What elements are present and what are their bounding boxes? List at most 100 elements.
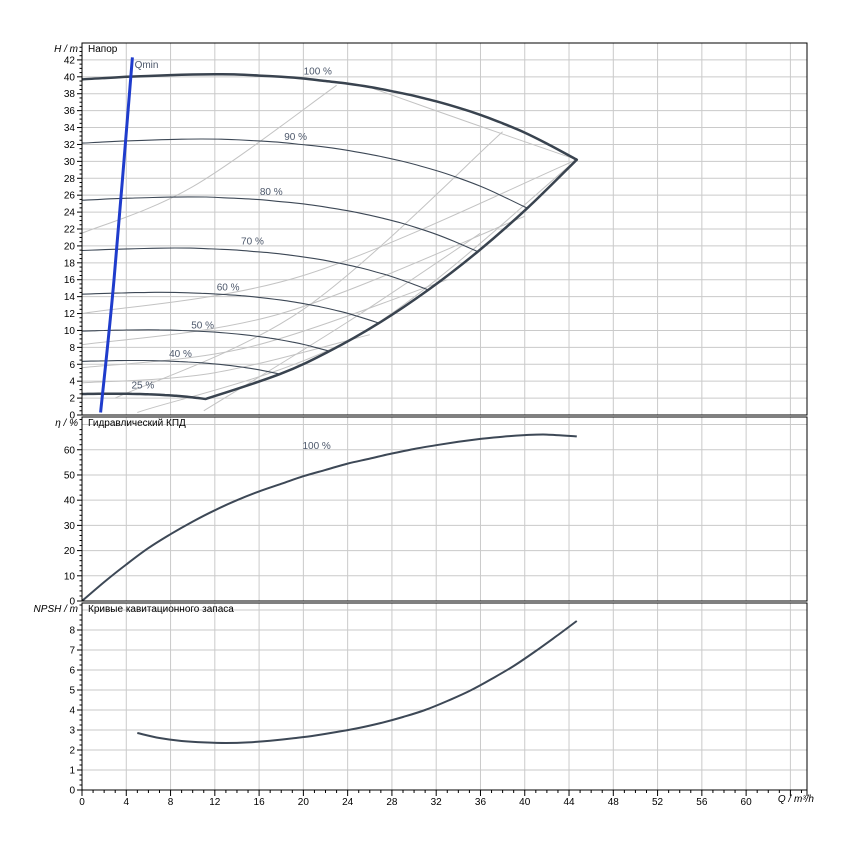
iso-efficiency-lines: [82, 84, 578, 413]
iso-efficiency-line: [82, 84, 337, 234]
head-y-tick-label: 38: [64, 89, 76, 100]
npsh-curve: [137, 620, 578, 745]
efficiency-axis-unit-label: η / %: [55, 418, 78, 429]
head-y-tick-label: 36: [64, 106, 76, 117]
head-y-tick-label: 34: [64, 123, 76, 134]
npsh-y-tick-label: 7: [69, 646, 75, 657]
x-tick-label: 12: [209, 797, 221, 808]
head-grid: [82, 43, 807, 415]
speed-label-100: 100 %: [304, 67, 332, 78]
head-y-tick-label: 4: [69, 377, 75, 388]
x-tick-label: 16: [254, 797, 266, 808]
efficiency-y-tick-label: 40: [64, 496, 76, 507]
npsh-panel-border: [81, 602, 808, 791]
head-panel: [82, 43, 807, 415]
npsh-y-tick-label: 4: [69, 706, 75, 717]
npsh-y-tick-label: 8: [69, 626, 75, 637]
head-y-tick-label: 10: [64, 326, 76, 337]
speed-curve-40: [82, 359, 281, 375]
speed-label-50: 50 %: [191, 320, 214, 331]
iso-efficiency-line: [82, 279, 448, 369]
qmin-line: [99, 57, 134, 413]
head-y-tick-label: 32: [64, 140, 76, 151]
head-panel-labels: 100 % 90 % 80 % 70 % 60 % 50 % 40 % 25 % Qmin: [131, 60, 332, 391]
qmin-label: Qmin: [135, 60, 159, 71]
x-tick-label: 20: [298, 797, 310, 808]
head-y-tick-label: 22: [64, 225, 76, 236]
x-tick-label: 24: [342, 797, 354, 808]
npsh-y-tick-label: 5: [69, 686, 75, 697]
x-tick-label: 36: [475, 797, 487, 808]
head-y-tick-label: 40: [64, 72, 76, 83]
efficiency-panel-border: [81, 416, 808, 602]
x-tick-label: 44: [563, 797, 575, 808]
npsh-y-tick-label: 1: [69, 766, 75, 777]
efficiency-y-tick-label: 50: [64, 470, 76, 481]
speed-label-80: 80 %: [260, 187, 283, 198]
efficiency-y-tick-label: 0: [69, 597, 75, 608]
flow-axis-unit-label: Q / m³/h: [777, 794, 814, 805]
iso-efficiency-line: [364, 84, 577, 161]
head-y-tick-label: 42: [64, 55, 76, 66]
x-tick-label: 32: [431, 797, 443, 808]
npsh-y-tick-label: 3: [69, 726, 75, 737]
x-tick-label: 52: [652, 797, 664, 808]
x-tick-label: 4: [123, 797, 129, 808]
head-axis-unit-label: H / m: [54, 44, 78, 55]
x-tick-label: 28: [386, 797, 398, 808]
speed-label-70: 70 %: [241, 237, 264, 248]
x-tick-label: 40: [519, 797, 531, 808]
x-tick-label: 8: [168, 797, 174, 808]
npsh-panel: [82, 603, 807, 790]
head-y-tick-label: 30: [64, 157, 76, 168]
head-panel-content: [82, 57, 579, 413]
speed-label-60: 60 %: [217, 282, 240, 293]
npsh-panel-content: [137, 620, 578, 745]
speed-label-90: 90 %: [284, 132, 307, 143]
head-y-tick-label: 24: [64, 208, 76, 219]
head-y-tick-label: 14: [64, 292, 76, 303]
operating-envelope-curve: [82, 73, 579, 401]
speed-label-25: 25 %: [131, 380, 154, 391]
x-axis: 0 4 8 12 16 20 24 28 32 36 40 44 48 52 56 60: [79, 790, 808, 808]
head-y-tick-label: 8: [69, 343, 75, 354]
efficiency-curve: [82, 433, 577, 601]
x-tick-label: 60: [741, 797, 753, 808]
head-y-tick-label: 28: [64, 174, 76, 185]
iso-efficiency-line: [82, 334, 370, 384]
efficiency-panel: [82, 417, 807, 601]
npsh-y-tick-label: 0: [69, 786, 75, 797]
speed-curve-80: [82, 196, 479, 253]
npsh-panel-title: Кривые кавитационного запаса: [88, 604, 234, 615]
efficiency-grid: [82, 417, 807, 601]
head-y-tick-label: 6: [69, 360, 75, 371]
speed-curve-90: [82, 138, 528, 209]
iso-efficiency-line: [82, 215, 525, 346]
efficiency-curve-label: 100 %: [302, 441, 330, 452]
head-y-tick-label: 16: [64, 275, 76, 286]
efficiency-y-tick-label: 30: [64, 521, 76, 532]
npsh-y-tick-label: 2: [69, 746, 75, 757]
head-y-tick-label: 12: [64, 309, 76, 320]
head-y-tick-label: 20: [64, 241, 76, 252]
npsh-y-axis-ticks: 0 1 2 3 4 5 6 7 8: [69, 604, 82, 797]
speed-curve-60: [82, 291, 380, 324]
efficiency-panel-content: [82, 433, 577, 601]
efficiency-y-tick-label: 20: [64, 546, 76, 557]
efficiency-y-axis-ticks: 0 10 20 30 40 50 60: [64, 419, 82, 608]
head-y-tick-label: 2: [69, 394, 75, 405]
efficiency-y-tick-label: 10: [64, 571, 76, 582]
x-tick-label: 48: [608, 797, 620, 808]
efficiency-panel-title: Гидравлический КПД: [88, 418, 186, 429]
head-panel-title: Напор: [88, 44, 118, 55]
x-tick-label: 56: [696, 797, 708, 808]
speed-label-40: 40 %: [169, 349, 192, 360]
head-y-tick-label: 18: [64, 258, 76, 269]
npsh-grid: [82, 603, 807, 790]
head-y-tick-label: 0: [69, 411, 75, 422]
npsh-y-tick-label: 6: [69, 666, 75, 677]
head-y-tick-label: 26: [64, 191, 76, 202]
